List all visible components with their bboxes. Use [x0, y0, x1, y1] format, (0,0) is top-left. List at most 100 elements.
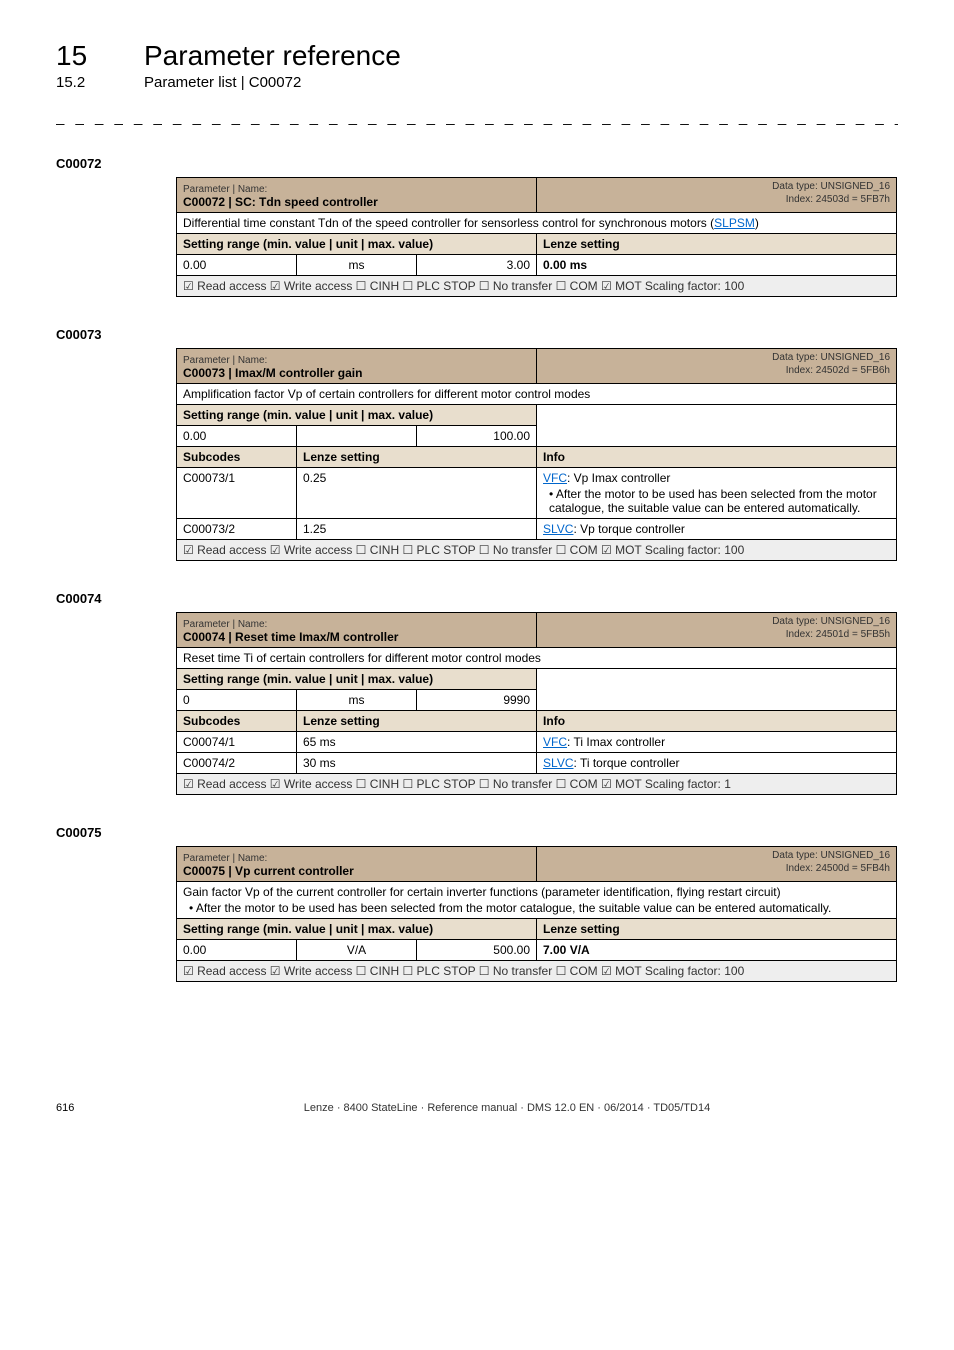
max-value: 100.00	[417, 426, 537, 447]
setting-range-label: Setting range (min. value | unit | max. …	[177, 669, 537, 690]
subcode-2: C00074/2	[177, 753, 297, 774]
access-footer: ☑ Read access ☑ Write access ☐ CINH ☐ PL…	[177, 961, 897, 982]
chapter-title: Parameter reference	[144, 40, 401, 72]
lenze-value: 7.00 V/A	[537, 940, 897, 961]
data-type-line2: Index: 24503d = 5FB7h	[786, 194, 890, 205]
subcode-2-info: SLVC: Vp torque controller	[537, 519, 897, 540]
data-type-cell: Data type: UNSIGNED_16 Index: 24501d = 5…	[537, 613, 897, 648]
data-type-line1: Data type: UNSIGNED_16	[772, 181, 890, 192]
data-type-cell: Data type: UNSIGNED_16 Index: 24502d = 5…	[537, 349, 897, 384]
min-value: 0	[177, 690, 297, 711]
param-name-cell: Parameter | Name: C00073 | Imax/M contro…	[177, 349, 537, 384]
max-value: 9990	[417, 690, 537, 711]
info-text: : Vp Imax controller	[567, 471, 670, 485]
subchapter-header: 15.2 Parameter list | C00072	[56, 74, 898, 91]
description-cell: Differential time constant Tdn of the sp…	[177, 213, 897, 234]
param-name: C00073 | Imax/M controller gain	[183, 366, 362, 380]
table-c00073: Parameter | Name: C00073 | Imax/M contro…	[176, 348, 897, 561]
min-value: 0.00	[177, 426, 297, 447]
section-heading-c00075: C00075	[56, 825, 898, 840]
data-type-cell: Data type: UNSIGNED_16 Index: 24503d = 5…	[537, 178, 897, 213]
info-header: Info	[537, 447, 897, 468]
separator-line: _ _ _ _ _ _ _ _ _ _ _ _ _ _ _ _ _ _ _ _ …	[56, 109, 898, 126]
lenze-setting-header: Lenze setting	[297, 711, 537, 732]
param-name-label: Parameter | Name:	[183, 619, 267, 630]
description-text: Differential time constant Tdn of the sp…	[183, 216, 714, 230]
section-heading-c00074: C00074	[56, 591, 898, 606]
subcodes-header: Subcodes	[177, 447, 297, 468]
subcode-1-value: 65 ms	[297, 732, 537, 753]
data-type-cell: Data type: UNSIGNED_16 Index: 24500d = 5…	[537, 847, 897, 882]
param-name-cell: Parameter | Name: C00075 | Vp current co…	[177, 847, 537, 882]
description-cell: Amplification factor Vp of certain contr…	[177, 384, 897, 405]
param-name-label: Parameter | Name:	[183, 853, 267, 864]
unit-value: ms	[297, 690, 417, 711]
empty-cell	[537, 669, 897, 711]
lenze-setting-header: Lenze setting	[297, 447, 537, 468]
lenze-setting-label: Lenze setting	[537, 234, 897, 255]
param-name-cell: Parameter | Name: C00074 | Reset time Im…	[177, 613, 537, 648]
slvc-link[interactable]: SLVC	[543, 522, 573, 536]
slpsm-link[interactable]: SLPSM	[714, 216, 755, 230]
data-type-line2: Index: 24501d = 5FB5h	[786, 629, 890, 640]
data-type-line1: Data type: UNSIGNED_16	[772, 616, 890, 627]
min-value: 0.00	[177, 255, 297, 276]
max-value: 3.00	[417, 255, 537, 276]
info-header: Info	[537, 711, 897, 732]
description-line1: Gain factor Vp of the current controller…	[183, 885, 781, 899]
setting-range-label: Setting range (min. value | unit | max. …	[177, 405, 537, 426]
subcode-1-value: 0.25	[297, 468, 537, 519]
subcode-1-info: VFC: Vp Imax controller • After the moto…	[537, 468, 897, 519]
access-footer: ☑ Read access ☑ Write access ☐ CINH ☐ PL…	[177, 774, 897, 795]
subcode-2-value: 1.25	[297, 519, 537, 540]
description-bullet: • After the motor to be used has been se…	[183, 899, 890, 915]
table-c00072: Parameter | Name: C00072 | SC: Tdn speed…	[176, 177, 897, 297]
info-bullet: • After the motor to be used has been se…	[543, 485, 890, 515]
description-suffix: )	[755, 216, 759, 230]
info-text: : Vp torque controller	[573, 522, 684, 536]
section-heading-c00072: C00072	[56, 156, 898, 171]
min-value: 0.00	[177, 940, 297, 961]
subcode-2: C00073/2	[177, 519, 297, 540]
data-type-line1: Data type: UNSIGNED_16	[772, 850, 890, 861]
access-footer: ☑ Read access ☑ Write access ☐ CINH ☐ PL…	[177, 540, 897, 561]
unit-value	[297, 426, 417, 447]
table-c00074: Parameter | Name: C00074 | Reset time Im…	[176, 612, 897, 795]
subcodes-header: Subcodes	[177, 711, 297, 732]
subcode-1: C00074/1	[177, 732, 297, 753]
vfc-link[interactable]: VFC	[543, 471, 567, 485]
description-cell: Gain factor Vp of the current controller…	[177, 882, 897, 919]
subchapter-title: Parameter list | C00072	[144, 74, 301, 91]
param-name-cell: Parameter | Name: C00072 | SC: Tdn speed…	[177, 178, 537, 213]
unit-value: V/A	[297, 940, 417, 961]
max-value: 500.00	[417, 940, 537, 961]
subcode-2-value: 30 ms	[297, 753, 537, 774]
param-name-label: Parameter | Name:	[183, 355, 267, 366]
param-name: C00072 | SC: Tdn speed controller	[183, 195, 378, 209]
table-c00075: Parameter | Name: C00075 | Vp current co…	[176, 846, 897, 982]
chapter-header: 15 Parameter reference	[56, 40, 898, 72]
lenze-value: 0.00 ms	[537, 255, 897, 276]
setting-range-label: Setting range (min. value | unit | max. …	[177, 919, 537, 940]
unit-value: ms	[297, 255, 417, 276]
lenze-setting-label: Lenze setting	[537, 919, 897, 940]
info-text: : Ti torque controller	[574, 756, 680, 770]
slvc-link[interactable]: SLVC	[543, 756, 573, 770]
subcode-2-info: SLVC: Ti torque controller	[537, 753, 897, 774]
section-heading-c00073: C00073	[56, 327, 898, 342]
vfc-link[interactable]: VFC	[543, 735, 567, 749]
info-text: : Ti Imax controller	[567, 735, 665, 749]
footer-text: Lenze · 8400 StateLine · Reference manua…	[116, 1102, 898, 1114]
data-type-line2: Index: 24502d = 5FB6h	[786, 365, 890, 376]
chapter-number: 15	[56, 40, 116, 72]
subchapter-number: 15.2	[56, 74, 116, 91]
setting-range-label: Setting range (min. value | unit | max. …	[177, 234, 537, 255]
param-name: C00074 | Reset time Imax/M controller	[183, 630, 398, 644]
data-type-line1: Data type: UNSIGNED_16	[772, 352, 890, 363]
description-cell: Reset time Ti of certain controllers for…	[177, 648, 897, 669]
access-footer: ☑ Read access ☑ Write access ☐ CINH ☐ PL…	[177, 276, 897, 297]
param-name-label: Parameter | Name:	[183, 184, 267, 195]
empty-cell	[537, 405, 897, 447]
subcode-1-info: VFC: Ti Imax controller	[537, 732, 897, 753]
param-name: C00075 | Vp current controller	[183, 864, 354, 878]
